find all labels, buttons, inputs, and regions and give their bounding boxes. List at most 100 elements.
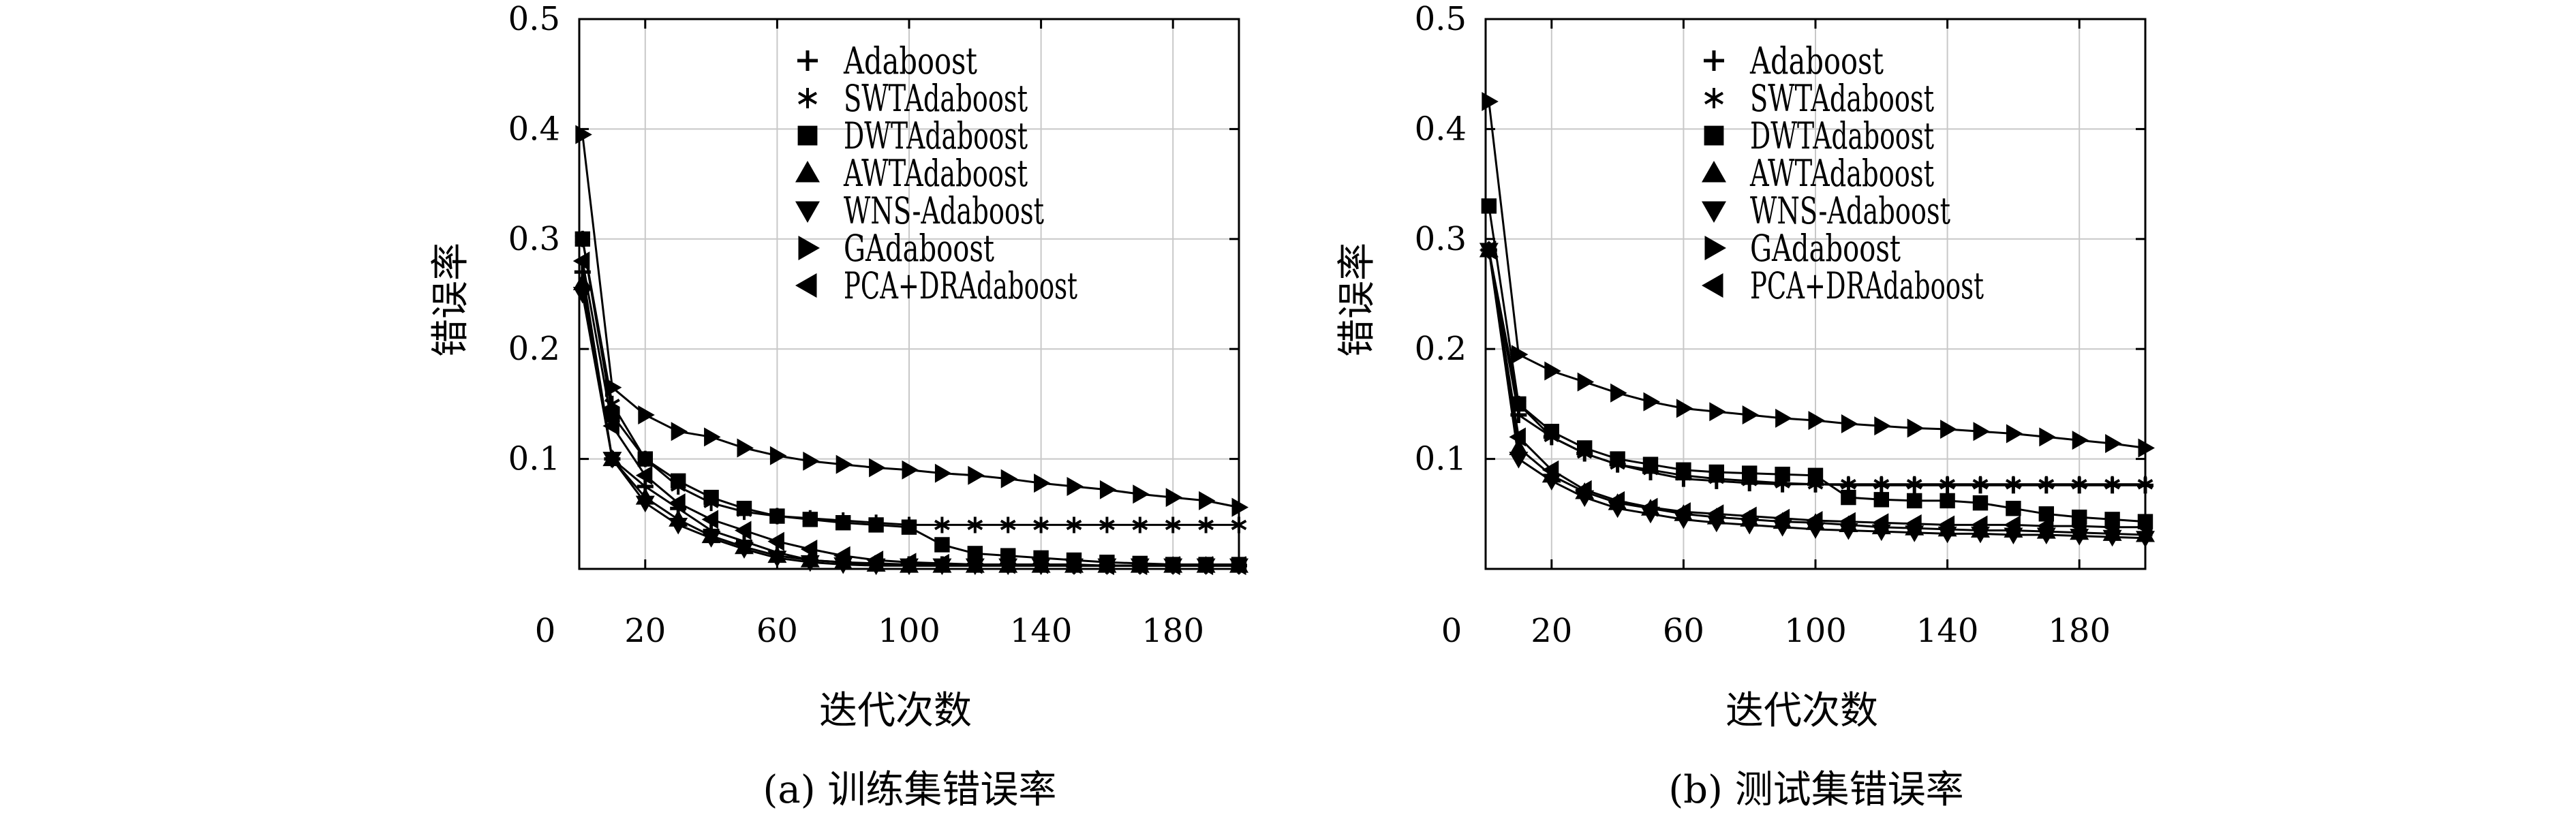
x-tick-label: 0 xyxy=(1441,612,1462,650)
data-point xyxy=(934,463,952,483)
data-point xyxy=(1099,516,1115,533)
y-tick-label: 0.5 xyxy=(1415,0,1467,38)
data-point xyxy=(671,422,688,442)
data-point xyxy=(736,501,752,516)
data-point xyxy=(635,465,653,485)
data-point xyxy=(1133,484,1150,504)
data-point xyxy=(2039,427,2056,447)
legend-label: Adaboost xyxy=(843,40,977,82)
data-point xyxy=(2072,431,2089,450)
y-tick-label: 0.1 xyxy=(1415,440,1467,478)
data-point xyxy=(1544,361,1561,381)
data-point xyxy=(1906,476,1922,493)
legend-label: SWTAdaboost xyxy=(844,77,1028,120)
data-point xyxy=(1773,508,1790,528)
data-point xyxy=(1544,424,1559,439)
data-point xyxy=(800,555,820,572)
data-point xyxy=(1229,556,1246,576)
data-point xyxy=(1165,488,1183,508)
data-point xyxy=(1742,405,1760,425)
data-point xyxy=(2038,476,2055,493)
data-point xyxy=(901,519,917,535)
data-point xyxy=(1841,476,1856,493)
data-point xyxy=(638,405,655,425)
legend-item: WNS-Adaboost xyxy=(1702,189,1950,232)
panel-caption: (a) 训练集错误率 xyxy=(763,768,1057,812)
legend-item: SWTAdaboost xyxy=(798,77,1028,120)
data-point xyxy=(1132,516,1148,533)
data-point xyxy=(1708,464,1724,480)
legend: AdaboostSWTAdaboostDWTAdaboostAWTAdaboos… xyxy=(1702,40,1984,307)
data-point xyxy=(1642,456,1659,472)
data-point xyxy=(1873,492,1889,508)
data-point xyxy=(637,451,653,467)
data-point xyxy=(866,551,884,570)
data-point xyxy=(1873,476,1890,493)
data-point xyxy=(1972,476,1989,493)
data-point xyxy=(1542,460,1559,480)
data-point xyxy=(902,460,919,480)
x-tick-label: 180 xyxy=(1141,612,1204,650)
data-point xyxy=(2070,516,2087,536)
data-point xyxy=(1511,345,1529,365)
data-point xyxy=(2104,476,2120,493)
data-point xyxy=(1610,451,1625,467)
data-point xyxy=(1775,466,1790,482)
data-point xyxy=(735,521,752,540)
legend-marker xyxy=(797,50,818,71)
legend-item: GAdaboost xyxy=(1704,227,1901,270)
legend: AdaboostSWTAdaboostDWTAdaboostAWTAdaboos… xyxy=(795,40,1077,307)
data-point xyxy=(1907,418,1925,438)
data-point xyxy=(1806,510,1823,530)
data-point xyxy=(967,516,983,533)
data-point xyxy=(572,287,592,304)
chart-panel-1: 0.1 0.2 0.3 0.4 0.5 0 20 60 100 140 180 迭代次数 错误率 Adab… xyxy=(429,0,1248,812)
legend-label: PCA+DRAdaboost xyxy=(1750,264,1984,307)
data-point xyxy=(1033,516,1049,533)
data-point xyxy=(1676,462,1691,478)
data-point xyxy=(604,377,622,397)
data-point xyxy=(835,454,853,474)
legend-marker xyxy=(1704,236,1726,260)
y-axis-label: 错误率 xyxy=(429,243,473,357)
data-point xyxy=(1841,414,1858,433)
data-point xyxy=(1575,480,1592,499)
x-tick-label: 140 xyxy=(1916,612,1979,650)
data-point xyxy=(1577,440,1593,456)
y-tick-label: 0.1 xyxy=(508,440,560,478)
legend-marker xyxy=(795,161,820,183)
data-point xyxy=(1199,491,1216,510)
data-point xyxy=(1577,372,1595,392)
data-point xyxy=(2036,516,2054,536)
data-point xyxy=(1509,427,1526,447)
legend-marker xyxy=(798,88,817,108)
legend-label: AWTAdaboost xyxy=(1749,152,1934,195)
data-point xyxy=(833,546,850,566)
legend-item: AWTAdaboost xyxy=(1702,152,1934,195)
data-point xyxy=(1939,476,1955,493)
data-point xyxy=(701,510,719,529)
legend-item: DWTAdaboost xyxy=(797,114,1028,157)
legend-marker xyxy=(798,236,820,260)
x-tick-label: 180 xyxy=(2048,612,2111,650)
data-point xyxy=(669,517,688,535)
data-point xyxy=(1066,516,1082,533)
data-point xyxy=(2006,501,2021,516)
data-point xyxy=(1874,416,1891,436)
data-point xyxy=(1163,556,1180,576)
data-point xyxy=(1841,489,1856,506)
y-tick-label: 0.2 xyxy=(508,330,560,368)
legend-marker xyxy=(1704,125,1724,146)
data-point xyxy=(1907,493,1922,509)
data-point xyxy=(572,251,590,271)
data-point xyxy=(2006,424,2023,444)
data-point xyxy=(737,438,754,458)
legend-label: PCA+DRAdaboost xyxy=(844,264,1077,307)
data-point xyxy=(1775,408,1792,428)
data-point xyxy=(1000,469,1018,489)
data-point xyxy=(769,446,787,465)
data-point xyxy=(669,493,686,513)
x-axis-label: 迭代次数 xyxy=(819,689,972,733)
data-point xyxy=(735,542,754,559)
